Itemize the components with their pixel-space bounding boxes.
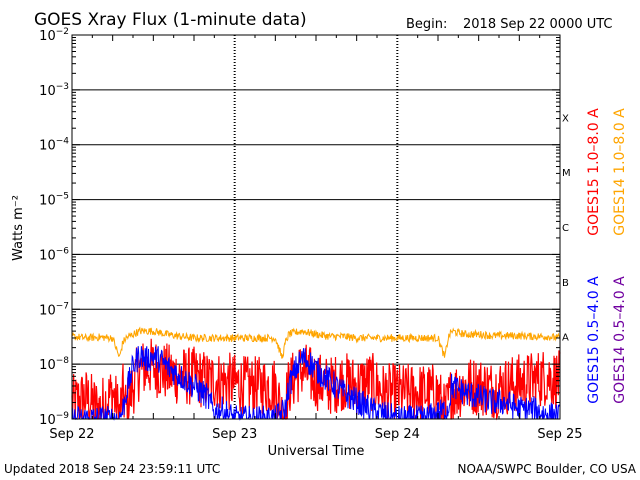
legend: GOES15 1.0–8.0 A GOES14 1.0–8.0 A GOES15 0…: [586, 108, 628, 404]
y-tick-label: 10−5: [39, 192, 69, 209]
y-tick-label: 10−8: [39, 356, 69, 373]
y-tick-label: 10−7: [39, 301, 69, 318]
series-line-1: [71, 326, 561, 359]
x-tick-label: Sep 24: [375, 427, 420, 442]
y-tick-labels: 10−2 10−3 10−4 10−5 10−6 10−7 10−8 10−9: [39, 27, 69, 428]
x-tick-label: Sep 23: [212, 427, 257, 442]
x-tick-labels: Sep 22 Sep 23 Sep 24 Sep 25: [49, 427, 582, 442]
flare-class-B: B: [562, 278, 569, 289]
credit-text: NOAA/SWPC Boulder, CO USA: [458, 462, 637, 476]
series-line-2: [71, 346, 561, 421]
data-series: [71, 326, 561, 421]
x-axis-label: Universal Time: [268, 444, 365, 459]
legend-entry-1: GOES14 1.0–8.0 A: [612, 108, 628, 236]
x-tick-label: Sep 22: [49, 427, 94, 442]
series-line-0: [71, 338, 561, 421]
y-axis-label: Watts m⁻²: [11, 195, 26, 261]
x-tick-label: Sep 25: [537, 427, 582, 442]
y-tick-label: 10−9: [39, 411, 69, 428]
flare-class-A: A: [562, 333, 569, 344]
chart-title: GOES Xray Flux (1-minute data): [34, 10, 307, 30]
begin-label: Begin:: [406, 17, 447, 32]
legend-entry-3: GOES14 0.5–4.0 A: [612, 276, 628, 404]
updated-timestamp: Updated 2018 Sep 24 23:59:11 UTC: [4, 462, 220, 476]
flare-class-labels: X M C B A: [562, 113, 571, 343]
y-tick-label: 10−6: [39, 246, 69, 263]
y-tick-label: 10−2: [39, 27, 69, 44]
flare-class-X: X: [562, 113, 569, 124]
begin-value: 2018 Sep 22 0000 UTC: [463, 17, 613, 32]
axes: [71, 34, 561, 420]
legend-entry-2: GOES15 0.5–4.0 A: [586, 276, 602, 404]
y-tick-label: 10−4: [39, 137, 69, 154]
flare-class-C: C: [562, 223, 569, 234]
flare-class-M: M: [562, 168, 571, 179]
legend-entry-0: GOES15 1.0–8.0 A: [586, 108, 602, 236]
y-tick-label: 10−3: [39, 82, 69, 99]
